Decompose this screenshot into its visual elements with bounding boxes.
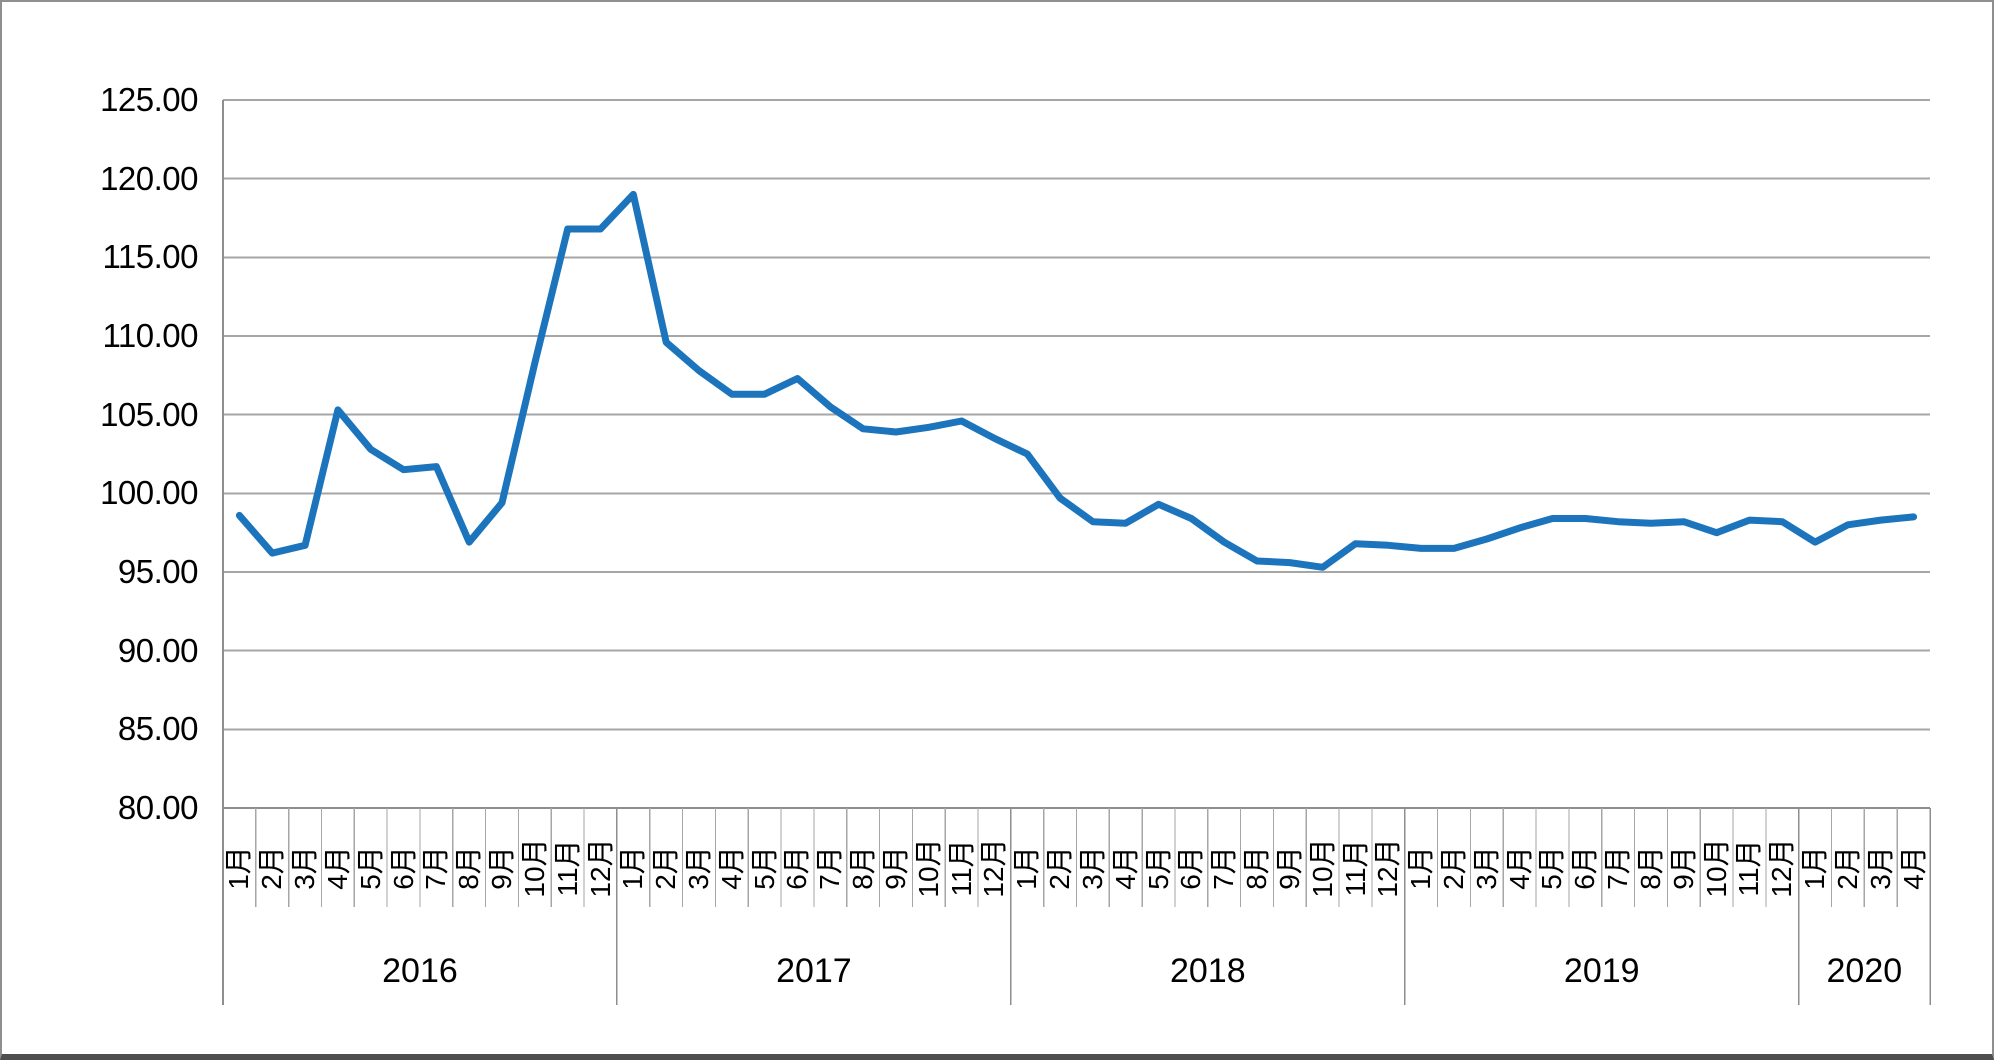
- month-tick-label: 6月: [387, 846, 419, 890]
- month-tick-label: 9月: [1273, 846, 1305, 890]
- month-tick-label: 1月: [617, 846, 649, 890]
- month-tick-label: 2月: [650, 846, 682, 890]
- month-tick-label: 4月: [715, 846, 747, 890]
- month-tick-label: 9月: [1667, 846, 1699, 890]
- month-tick-label: 4月: [1109, 846, 1141, 890]
- month-tick-label: 3月: [289, 846, 321, 890]
- month-tick-label: 1月: [1405, 846, 1437, 890]
- month-tick-label: 10月: [912, 838, 944, 898]
- month-tick-label: 9月: [486, 846, 518, 890]
- month-tick-label: 2月: [1044, 846, 1076, 890]
- month-tick-label: 3月: [1076, 846, 1108, 890]
- month-tick-label: 10月: [518, 838, 550, 898]
- month-tick-label: 5月: [748, 846, 780, 890]
- y-tick-label: 80.00: [117, 789, 199, 826]
- year-label: 2019: [1563, 952, 1640, 990]
- month-tick-label: 2月: [256, 846, 288, 890]
- y-tick-label: 125.00: [100, 81, 198, 118]
- month-tick-label: 11月: [1733, 839, 1765, 897]
- month-tick-label: 8月: [1241, 846, 1273, 890]
- month-tick-label: 11月: [1339, 839, 1371, 897]
- month-tick-label: 12月: [1766, 838, 1798, 898]
- month-tick-label: 8月: [453, 846, 485, 890]
- month-tick-label: 1月: [1799, 846, 1831, 890]
- month-tick-label: 11月: [551, 839, 583, 897]
- month-tick-label: 5月: [1536, 846, 1568, 890]
- y-tick-label: 90.00: [117, 631, 199, 669]
- month-tick-label: 8月: [1634, 846, 1666, 890]
- month-tick-label: 7月: [814, 846, 846, 890]
- month-tick-label: 4月: [321, 846, 353, 890]
- month-tick-label: 3月: [1864, 846, 1896, 890]
- month-tick-label: 6月: [1569, 846, 1601, 890]
- month-tick-label: 9月: [879, 846, 911, 890]
- month-tick-label: 7月: [1208, 846, 1240, 890]
- month-tick-label: 5月: [354, 846, 386, 890]
- month-tick-label: 6月: [781, 846, 813, 890]
- month-tick-label: 4月: [1503, 846, 1535, 890]
- y-tick-label: 115.00: [102, 238, 199, 276]
- month-tick-label: 3月: [682, 846, 714, 890]
- month-tick-label: 10月: [1700, 838, 1732, 898]
- month-tick-label: 7月: [420, 846, 452, 890]
- month-tick-label: 5月: [1142, 846, 1174, 890]
- y-tick-label: 105.00: [100, 395, 198, 433]
- y-tick-label: 110.00: [102, 317, 199, 354]
- month-tick-label: 3月: [1470, 846, 1502, 890]
- month-tick-label: 2月: [1438, 846, 1469, 890]
- month-tick-label: 8月: [847, 846, 879, 890]
- month-tick-label: 10月: [1306, 838, 1338, 898]
- y-tick-label: 100.00: [100, 474, 198, 512]
- month-tick-label: 11月: [945, 839, 977, 897]
- month-tick-label: 4月: [1897, 846, 1929, 890]
- year-label: 2020: [1826, 952, 1903, 990]
- year-label: 2017: [776, 952, 852, 990]
- month-tick-label: 1月: [223, 846, 255, 890]
- month-tick-label: 12月: [978, 838, 1010, 898]
- month-tick-label: 12月: [584, 838, 616, 898]
- series-line: [235, 190, 1918, 571]
- year-label: 2018: [1169, 952, 1246, 990]
- year-label: 2016: [382, 952, 458, 990]
- y-tick-label: 95.00: [117, 553, 199, 590]
- y-tick-label: 120.00: [100, 159, 198, 197]
- y-tick-label: 85.00: [117, 710, 199, 748]
- month-tick-label: 1月: [1011, 846, 1043, 890]
- month-tick-label: 7月: [1602, 846, 1634, 890]
- month-tick-label: 6月: [1175, 846, 1207, 890]
- month-tick-label: 12月: [1372, 838, 1404, 898]
- month-tick-label: 2月: [1831, 846, 1863, 890]
